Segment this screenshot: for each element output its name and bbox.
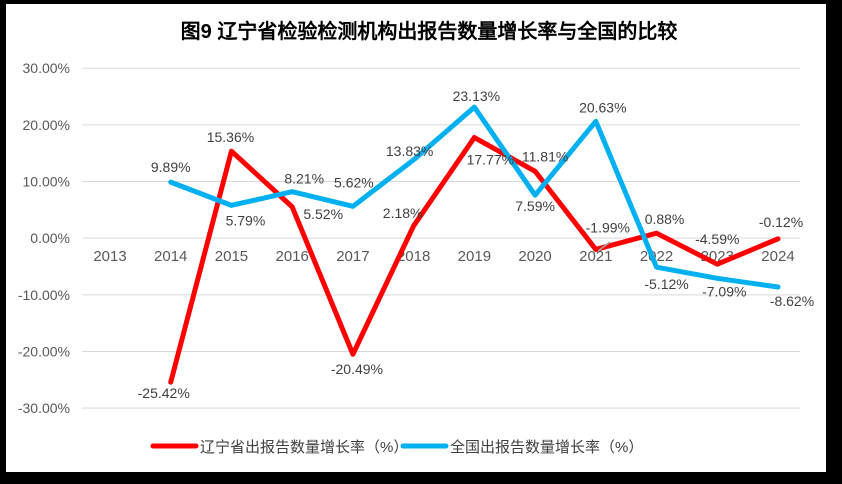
data-point-label: 13.83% [386,143,433,159]
label-leader-lines [597,241,611,252]
x-axis-tick-label: 2014 [154,248,187,265]
y-axis-tick-label: 10.00% [23,174,70,190]
data-point-label: 5.52% [303,206,343,222]
data-point-labels: -25.42% 15.36% 5.52% -20.49% 2.18% 17.77% 11.8… [138,88,815,401]
data-point-label: 9.89% [151,159,191,175]
legend: 辽宁省出报告数量增长率（%） 全国出报告数量增长率（%） [150,438,643,456]
data-point-label: 15.36% [207,129,254,145]
x-axis-labels: 2013 2014 2015 2016 2017 2018 2019 2020 2021 2022… [93,248,794,265]
y-axis-tick-label: 0.00% [30,230,70,246]
x-axis-tick-label: 2020 [518,248,551,265]
gridlines [82,67,800,409]
data-point-label: -20.49% [331,361,383,377]
x-axis-tick-label: 2015 [215,248,248,265]
x-axis-tick-label: 2017 [336,248,369,265]
x-axis-tick-label: 2019 [458,248,491,265]
series-lines [168,104,781,385]
data-point-label: 0.88% [645,211,685,227]
data-point-label: -0.12% [759,214,803,230]
x-axis-tick-label: 2024 [761,248,794,265]
y-axis-tick-label: -20.00% [18,343,70,359]
legend-label: 全国出报告数量增长率（%） [450,438,643,456]
data-point-label: -1.99% [586,219,630,235]
data-point-label: 23.13% [453,88,500,104]
data-point-label: 7.59% [515,198,555,214]
data-point-label: 5.62% [334,174,374,190]
y-axis-tick-label: 20.00% [23,117,70,133]
y-axis-labels: 30.00% 20.00% 10.00% 0.00% -10.00% -20.00% -30… [18,60,70,416]
data-point-label: -4.59% [695,231,739,247]
x-axis-tick-label: 2016 [275,248,308,265]
y-axis-tick-label: -30.00% [18,400,70,416]
series-line-national [168,104,781,290]
x-axis-tick-label: 2018 [397,248,430,265]
x-axis-tick-label: 2021 [579,248,612,265]
data-point-label: 20.63% [579,99,626,115]
data-point-label: 17.77% [467,152,514,168]
data-point-label: 2.18% [383,205,423,221]
y-axis-tick-label: 30.00% [23,60,70,76]
chart-title: 图9 辽宁省检验检测机构出报告数量增长率与全国的比较 [181,19,678,43]
legend-label: 辽宁省出报告数量增长率（%） [200,439,408,456]
data-point-label: 11.81% [522,148,568,164]
data-point-label: -8.62% [770,293,814,309]
data-point-label: -25.42% [138,385,190,401]
x-axis-tick-label: 2013 [93,248,126,265]
label-leader-line [597,241,611,252]
data-point-label: -5.12% [644,276,688,292]
series-line-liaoning [168,135,781,385]
data-point-label: 8.21% [284,171,324,187]
data-point-label: -7.09% [702,283,746,299]
data-point-label: 5.79% [226,212,266,228]
y-axis-tick-label: -10.00% [18,287,70,303]
